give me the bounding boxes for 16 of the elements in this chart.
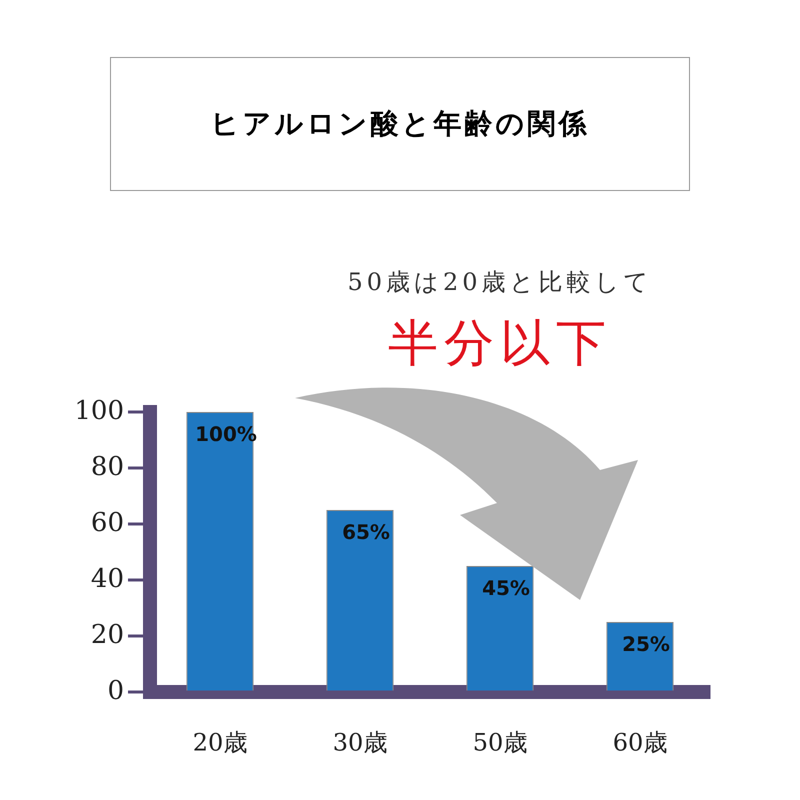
text: 半分以下: [387, 313, 613, 374]
y-tick-label: 0: [107, 676, 124, 706]
x-tick-label: 60歳: [612, 728, 668, 757]
chart-title: ヒアルロン酸と年齢の関係: [110, 57, 690, 191]
x-tick-label: 20歳: [192, 728, 248, 757]
x-tick-label: 30歳: [332, 728, 388, 757]
data-label: 25%: [622, 632, 670, 656]
data-label: 65%: [342, 520, 390, 544]
y-tick-label: 40: [90, 564, 124, 594]
data-label: 45%: [482, 576, 530, 600]
y-tick-label: 20: [90, 620, 124, 650]
y-tick-label: 100: [74, 396, 124, 426]
text: 50歳は20歳と比較して: [346, 267, 654, 298]
x-tick-label: 50歳: [472, 728, 528, 757]
y-tick-label: 80: [90, 452, 124, 482]
y-tick-label: 60: [90, 508, 124, 538]
